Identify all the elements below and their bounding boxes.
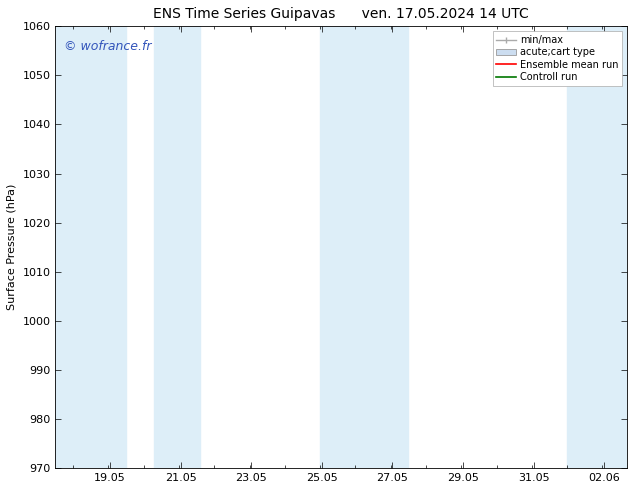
Y-axis label: Surface Pressure (hPa): Surface Pressure (hPa) [7,184,17,311]
Text: © wofrance.fr: © wofrance.fr [64,40,152,52]
Bar [320,26,338,468]
Legend: min/max, acute;cart type, Ensemble mean run, Controll run: min/max, acute;cart type, Ensemble mean … [493,31,622,86]
Bar [56,26,126,468]
Title: ENS Time Series Guipavas      ven. 17.05.2024 14 UTC: ENS Time Series Guipavas ven. 17.05.2024… [153,7,529,21]
Bar [338,26,408,468]
Bar [567,26,627,468]
Bar [154,26,200,468]
